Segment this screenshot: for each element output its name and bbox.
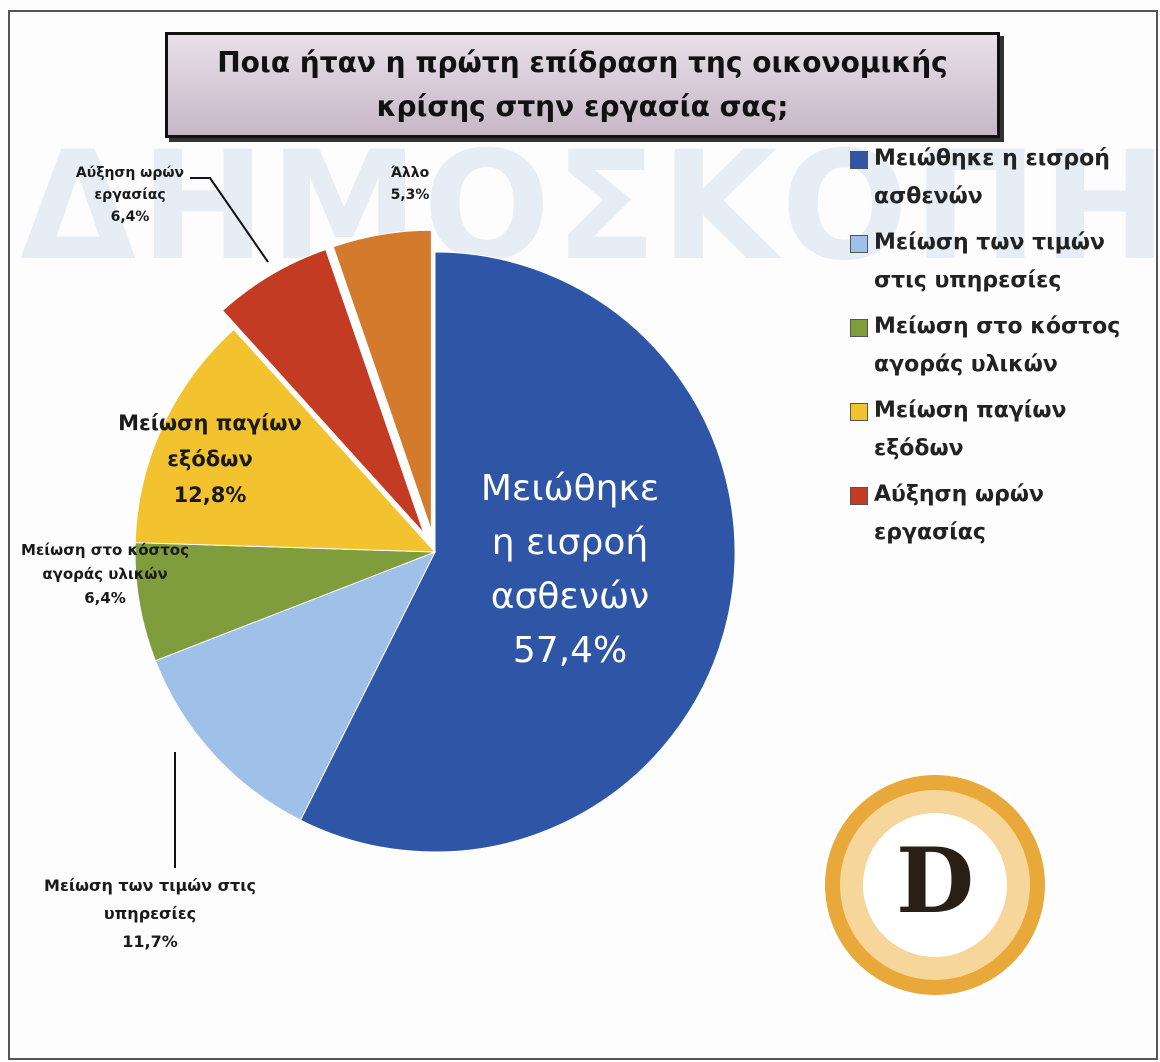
data-label: Αύξηση ωρών εργασίας 6,4% (55, 162, 205, 228)
frame (8, 10, 1158, 1060)
legend-item: Μειώθηκε η εισροή ασθενών (850, 140, 1150, 216)
label-category: Μείωση παγίων εξόδων (118, 411, 302, 471)
label-category: Άλλο (390, 165, 430, 181)
legend-label: Μείωση στο κόστος αγοράς υλικών (874, 314, 1121, 377)
logo-core (863, 813, 1007, 957)
pie-slice (134, 542, 436, 662)
legend-swatch (850, 319, 868, 337)
pie-slice (332, 229, 432, 531)
legend-swatch (850, 487, 868, 505)
legend-label: Αύξηση ωρών εργασίας (874, 482, 1044, 545)
label-value: 6,4% (110, 209, 150, 225)
label-category: Μείωση στο κόστος αγοράς υλικών (21, 541, 189, 583)
legend-swatch (850, 235, 868, 253)
pie-slice (221, 248, 425, 534)
data-label: Άλλο 5,3% (370, 162, 450, 206)
pie-slice (154, 551, 437, 821)
legend-label: Μείωση των τιμών στις υπηρεσίες (874, 230, 1105, 293)
legend-swatch (850, 151, 868, 169)
legend-item: Αύξηση ωρών εργασίας (850, 476, 1150, 552)
watermark: ΔΗΜΟΣΚΟΠΗΣΗ (20, 120, 1160, 294)
legend-item: Μείωση παγίων εξόδων (850, 392, 1150, 468)
legend-item: Μείωση των τιμών στις υπηρεσίες (850, 224, 1150, 300)
logo-text: D (896, 828, 974, 934)
label-value: 12,8% (173, 483, 247, 507)
label-category: Μείωση των τιμών στις υπηρεσίες (44, 876, 256, 923)
pie-slice (299, 251, 736, 853)
legend: Μειώθηκε η εισροή ασθενών Μείωση των τιμώ… (850, 140, 1150, 560)
label-value: 6,4% (84, 589, 126, 607)
data-label: Μείωση παγίων εξόδων 12,8% (100, 405, 320, 513)
label-value: 5,3% (390, 187, 430, 203)
label-value: 57,4% (512, 630, 628, 671)
legend-label: Μειώθηκε η εισροή ασθενών (874, 146, 1110, 209)
legend-label: Μείωση παγίων εξόδων (874, 398, 1067, 461)
data-label: Μείωση των τιμών στις υπηρεσίες 11,7% (40, 872, 260, 956)
pie-slice (134, 328, 437, 553)
label-value: 11,7% (122, 932, 178, 951)
chart-title: Ποια ήταν η πρώτη επίδραση της οικονομικ… (165, 32, 1000, 138)
data-label: Μείωση στο κόστος αγοράς υλικών 6,4% (10, 538, 200, 610)
leader-line (190, 177, 269, 263)
legend-swatch (850, 403, 868, 421)
data-label: Μειώθηκε η εισροή ασθενών 57,4% (465, 462, 675, 678)
label-category: Μειώθηκε η εισροή ασθενών (480, 468, 660, 617)
label-category: Αύξηση ωρών εργασίας (75, 165, 185, 203)
legend-item: Μείωση στο κόστος αγοράς υλικών (850, 308, 1150, 384)
